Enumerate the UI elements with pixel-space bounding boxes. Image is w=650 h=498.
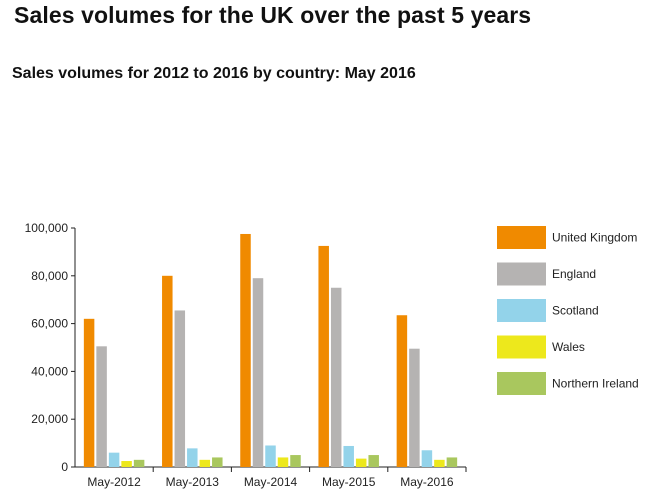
legend-label: Northern Ireland bbox=[552, 377, 639, 391]
bar-wales bbox=[434, 459, 445, 467]
bar-united-kingdom bbox=[318, 245, 329, 467]
legend-label: England bbox=[552, 267, 596, 281]
chart-bars bbox=[83, 233, 458, 467]
bar-england bbox=[330, 287, 342, 467]
bar-united-kingdom bbox=[240, 233, 251, 467]
legend-swatch bbox=[497, 262, 546, 286]
bar-scotland bbox=[343, 445, 354, 467]
y-tick-label: 40,000 bbox=[31, 364, 68, 378]
y-tick-label: 20,000 bbox=[31, 412, 68, 426]
bar-england bbox=[252, 278, 264, 467]
legend-label: Wales bbox=[552, 340, 585, 354]
bar-scotland bbox=[265, 445, 276, 467]
legend-swatch bbox=[497, 299, 546, 322]
bar-england bbox=[174, 310, 186, 467]
x-tick-label: May-2013 bbox=[166, 475, 220, 489]
x-tick-label: May-2015 bbox=[322, 475, 376, 489]
x-tick-label: May-2016 bbox=[400, 475, 454, 489]
bar-wales bbox=[277, 457, 289, 467]
bar-wales bbox=[355, 458, 367, 467]
bar-northern-ireland bbox=[212, 457, 223, 467]
legend-label: United Kingdom bbox=[552, 231, 637, 245]
bar-northern-ireland bbox=[133, 459, 145, 467]
bar-united-kingdom bbox=[162, 275, 173, 467]
y-tick-label: 60,000 bbox=[31, 317, 68, 331]
bar-scotland bbox=[421, 450, 433, 467]
bar-northern-ireland bbox=[290, 455, 301, 467]
y-tick-label: 100,000 bbox=[25, 221, 69, 235]
bar-wales bbox=[199, 459, 211, 467]
legend-swatch bbox=[497, 335, 546, 359]
bar-scotland bbox=[108, 452, 120, 467]
bar-england bbox=[96, 346, 107, 467]
chart-legend: United Kingdom England Scotland Wales Northe… bbox=[497, 226, 639, 395]
bar-scotland bbox=[187, 448, 198, 467]
bar-northern-ireland bbox=[446, 457, 458, 467]
bar-england bbox=[409, 348, 420, 467]
bar-northern-ireland bbox=[368, 455, 379, 467]
legend-label: Scotland bbox=[552, 304, 599, 318]
bar-united-kingdom bbox=[83, 318, 95, 467]
y-tick-label: 0 bbox=[61, 460, 68, 474]
page-title: Sales volumes for the UK over the past 5… bbox=[14, 2, 532, 28]
x-tick-label: May-2012 bbox=[87, 475, 141, 489]
y-tick-label: 80,000 bbox=[31, 269, 68, 283]
chart-subtitle: Sales volumes for 2012 to 2016 by countr… bbox=[12, 65, 416, 82]
legend-swatch bbox=[497, 372, 546, 395]
bar-united-kingdom bbox=[396, 315, 408, 467]
bar-wales bbox=[121, 461, 132, 467]
x-tick-label: May-2014 bbox=[244, 475, 298, 489]
legend-swatch bbox=[497, 226, 546, 249]
chart-axes: 0 20,000 40,000 60,000 80,000 100,000 May-2012… bbox=[25, 221, 467, 489]
